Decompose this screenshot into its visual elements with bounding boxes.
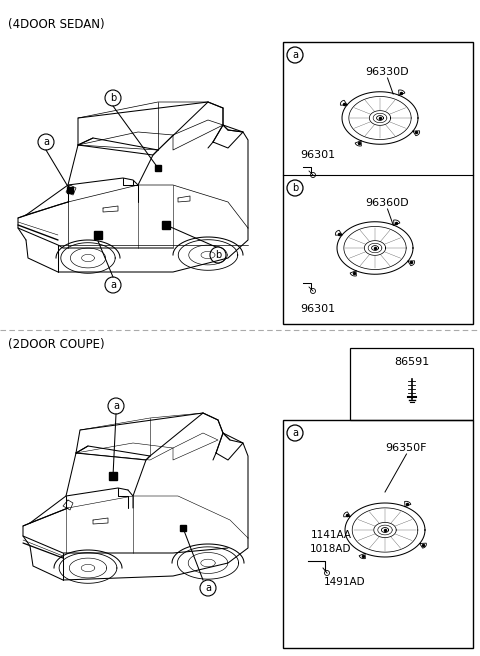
- Text: a: a: [110, 280, 116, 290]
- Text: (4DOOR SEDAN): (4DOOR SEDAN): [8, 18, 105, 31]
- Bar: [283, 42, 473, 324]
- Text: 96330D: 96330D: [366, 67, 409, 77]
- Text: 1018AD: 1018AD: [310, 544, 352, 554]
- Text: a: a: [113, 401, 119, 411]
- Text: 1141AA: 1141AA: [311, 530, 351, 540]
- Text: b: b: [215, 250, 221, 260]
- Text: a: a: [205, 583, 211, 593]
- Text: b: b: [292, 183, 298, 193]
- Bar: [283, 420, 473, 648]
- Text: (2DOOR COUPE): (2DOOR COUPE): [8, 338, 105, 351]
- Text: 1491AD: 1491AD: [324, 577, 366, 587]
- Text: 96301: 96301: [300, 304, 336, 314]
- Text: a: a: [43, 137, 49, 147]
- Text: 96360D: 96360D: [366, 198, 409, 208]
- Text: b: b: [110, 93, 116, 103]
- Text: a: a: [292, 428, 298, 438]
- Text: 96350F: 96350F: [386, 443, 427, 453]
- Text: 86591: 86591: [394, 357, 429, 367]
- Text: a: a: [292, 50, 298, 60]
- Text: 96301: 96301: [300, 150, 336, 160]
- Bar: [350, 348, 473, 420]
